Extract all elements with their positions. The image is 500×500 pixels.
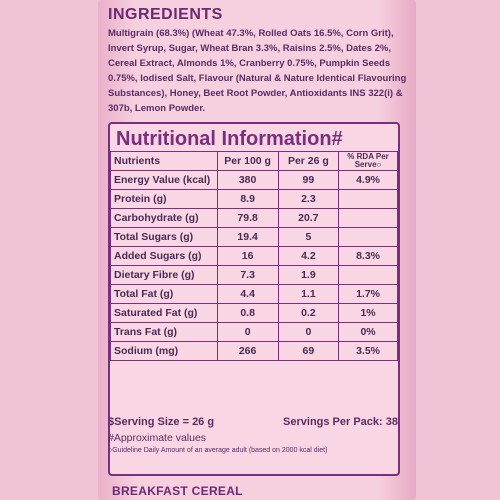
nutrient-name: Trans Fat (g) [110, 322, 218, 342]
table-row: Sodium (mg) 266 69 3.5% [110, 341, 398, 361]
nutrient-name: Carbohydrate (g) [110, 208, 218, 228]
rda-value: 3.5% [338, 341, 398, 361]
product-name: BREAKFAST CEREAL [112, 484, 243, 498]
rda-value: 8.3% [338, 246, 398, 266]
nutrient-name: Sodium (mg) [110, 341, 218, 361]
per-100g-value: 7.3 [216, 265, 279, 285]
header-per-26g: Per 26 g [277, 151, 340, 171]
per-100g-value: 8.9 [216, 189, 279, 209]
per-100g-value: 0 [216, 322, 279, 342]
guideline-note: ○Guideline Daily Amount of an average ad… [108, 447, 328, 454]
table-row: Protein (g) 8.9 2.3 [110, 189, 398, 209]
servings-per-pack: Servings Per Pack: 38 [283, 416, 398, 428]
per-26g-value: 0.2 [277, 303, 340, 323]
nutrition-title: Nutritional Information# [116, 128, 343, 150]
rda-value [338, 265, 398, 285]
rda-value: 4.9% [338, 170, 398, 190]
rda-value [338, 227, 398, 247]
per-100g-value: 266 [216, 341, 279, 361]
table-row: Total Sugars (g) 19.4 5 [110, 227, 398, 247]
nutrient-name: Energy Value (kcal) [110, 170, 218, 190]
nutrient-name: Total Sugars (g) [110, 227, 218, 247]
per-26g-value: 2.3 [277, 189, 340, 209]
nutrient-name: Saturated Fat (g) [110, 303, 218, 323]
nutrient-name: Dietary Fibre (g) [110, 265, 218, 285]
per-26g-value: 1.1 [277, 284, 340, 304]
table-row: Trans Fat (g) 0 0 0% [110, 322, 398, 342]
per-100g-value: 4.4 [216, 284, 279, 304]
per-26g-value: 1.9 [277, 265, 340, 285]
header-rda: % RDA Per Serve○ [338, 151, 398, 171]
per-100g-value: 380 [216, 170, 279, 190]
approximate-note: #Approximate values [108, 432, 207, 444]
per-26g-value: 4.2 [277, 246, 340, 266]
table-row: Energy Value (kcal) 380 99 4.9% [110, 170, 398, 190]
nutrient-name: Protein (g) [110, 189, 218, 209]
rda-value [338, 189, 398, 209]
nutrition-footer: $Serving Size = 26 g Servings Per Pack: … [108, 416, 398, 454]
rda-value: 0% [338, 322, 398, 342]
per-100g-value: 0.8 [216, 303, 279, 323]
table-row: Total Fat (g) 4.4 1.1 1.7% [110, 284, 398, 304]
per-100g-value: 79.8 [216, 208, 279, 228]
ingredients-text: Multigrain (68.3%) (Wheat 47.3%, Rolled … [108, 28, 407, 114]
table-header-row: Nutrients Per 100 g Per 26 g % RDA Per S… [110, 151, 398, 171]
per-26g-value: 99 [277, 170, 340, 190]
table-row: Added Sugars (g) 16 4.2 8.3% [110, 246, 398, 266]
header-per-100g: Per 100 g [216, 151, 279, 171]
nutrient-name: Total Fat (g) [110, 284, 218, 304]
serving-size: $Serving Size = 26 g [108, 416, 215, 428]
rda-value [338, 208, 398, 228]
header-nutrients: Nutrients [110, 151, 218, 171]
per-26g-value: 69 [277, 341, 340, 361]
per-100g-value: 16 [216, 246, 279, 266]
nutrient-name: Added Sugars (g) [110, 246, 218, 266]
nutrition-table: Nutrients Per 100 g Per 26 g % RDA Per S… [110, 151, 398, 361]
ingredients-section: INGREDIENTS Multigrain (68.3%) (Wheat 47… [108, 6, 408, 116]
nutrition-panel: Nutritional Information# Nutrients Per 1… [108, 122, 400, 476]
table-row: Dietary Fibre (g) 7.3 1.9 [110, 265, 398, 285]
rda-value: 1.7% [338, 284, 398, 304]
table-row: Saturated Fat (g) 0.8 0.2 1% [110, 303, 398, 323]
rda-value: 1% [338, 303, 398, 323]
ingredients-title: INGREDIENTS [108, 6, 223, 23]
per-100g-value: 19.4 [216, 227, 279, 247]
per-26g-value: 5 [277, 227, 340, 247]
per-26g-value: 0 [277, 322, 340, 342]
per-26g-value: 20.7 [277, 208, 340, 228]
table-row: Carbohydrate (g) 79.8 20.7 [110, 208, 398, 228]
serving-row: $Serving Size = 26 g Servings Per Pack: … [108, 416, 398, 428]
